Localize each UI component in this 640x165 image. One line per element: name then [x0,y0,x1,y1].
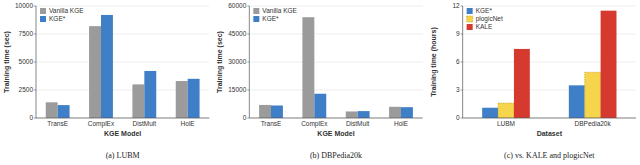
y-tick-label: 2500 [19,86,34,93]
bar [569,85,585,118]
y-tick-label: 0 [243,114,247,121]
x-tick-label: DistMult [346,120,370,127]
legend-swatch [467,8,473,14]
caption: (b) DBPedia20k [310,151,362,160]
y-tick-label: 0 [456,114,460,121]
figure: 0 2500 5000 7500 10000 TransE ComplEx DistMult H… [0,0,640,165]
bar [358,111,370,118]
bar [132,84,144,118]
x-axis [249,118,422,119]
y-tick-label: 10000 [15,2,33,9]
bar [101,15,113,118]
x-tick-label: TransE [261,120,282,127]
legend-label: KGE* [476,7,493,14]
bar [314,94,326,118]
caption: (c) vs. KALE and plogicNet [504,151,595,160]
legend-label: KALE [476,23,493,30]
bar [259,105,271,118]
bar [389,107,401,118]
legend: KGE*plogicNetKALE [467,7,503,30]
x-axis-title: Dataset [537,130,563,137]
bar [271,105,283,118]
y-tick-label: 0 [29,114,33,121]
chart-panel: 0 2500 5000 7500 10000 TransE ComplEx DistMult H… [3,2,209,160]
caption: (a) LUBM [106,151,140,160]
x-tick-label: TransE [47,120,68,127]
bar [188,79,200,118]
legend-swatch [253,16,259,22]
grid-line [249,34,422,35]
bar [176,81,188,118]
x-tick-label: DistMult [133,120,157,127]
y-axis-title: Training time (sec) [3,31,11,93]
bars [259,17,413,118]
x-axis-title: KGE Model [104,130,141,137]
legend-label: Vanilla KGE [262,7,297,14]
chart-panel: 0 3 6 9 12 LUBM DBPedia20k Dataset Training time… [430,2,636,160]
bar [601,11,617,118]
bar [46,102,58,118]
y-axis [36,6,37,118]
y-tick-label: 3 [456,86,460,93]
x-tick-label: DBPedia20k [575,120,612,127]
legend-swatch [40,16,46,22]
grid-line [249,62,422,63]
y-axis [462,6,463,118]
grid-line [36,118,209,119]
x-axis-title: KGE Model [317,130,354,137]
bar [401,107,413,118]
legend-swatch [467,16,473,22]
x-tick-label: LUBM [497,120,515,127]
bar [514,49,530,118]
legend-label: plogicNet [476,15,503,23]
grid-line [36,34,209,35]
bars [482,11,616,118]
legend-label: Vanilla KGE [49,7,84,14]
x-tick-label: HolE [181,120,196,127]
legend-label: KGE* [262,15,279,22]
grid-line [36,62,209,63]
legend-label: KGE* [49,15,66,22]
bar [302,17,314,118]
bars [46,15,200,118]
bar [585,72,601,118]
x-axis [36,118,209,119]
bar [498,103,514,118]
grid-line [249,90,422,91]
y-tick-label: 6 [456,58,460,65]
y-tick-label: 60000 [228,2,246,9]
legend-swatch [467,24,473,30]
y-tick-label: 9 [456,30,460,37]
legend-swatch [253,8,259,14]
bar [58,105,70,118]
y-tick-label: 7500 [19,30,34,37]
y-axis [249,6,250,118]
y-tick-label: 15000 [228,86,246,93]
bar [89,26,101,118]
y-tick-label: 45000 [228,30,246,37]
chart-panel: 0 15000 30000 45000 60000 TransE ComplEx DistMu… [216,2,422,160]
y-axis-title: Training time (sec) [216,31,224,93]
legend: Vanilla KGEKGE* [253,7,297,22]
y-tick-label: 5000 [19,58,34,65]
y-axis-title: Training time (hours) [430,27,438,97]
bar [482,108,498,118]
x-axis [463,118,636,119]
bar [144,71,156,118]
y-tick-label: 30000 [228,58,246,65]
y-tick-label: 12 [452,2,460,9]
x-tick-label: HolE [394,120,409,127]
grid-line [463,118,636,119]
x-tick-label: ComplEx [301,120,328,128]
x-tick-label: ComplEx [88,120,115,128]
bar [346,111,358,118]
legend: Vanilla KGEKGE* [40,7,84,22]
legend-swatch [40,8,46,14]
grid-line [249,118,422,119]
